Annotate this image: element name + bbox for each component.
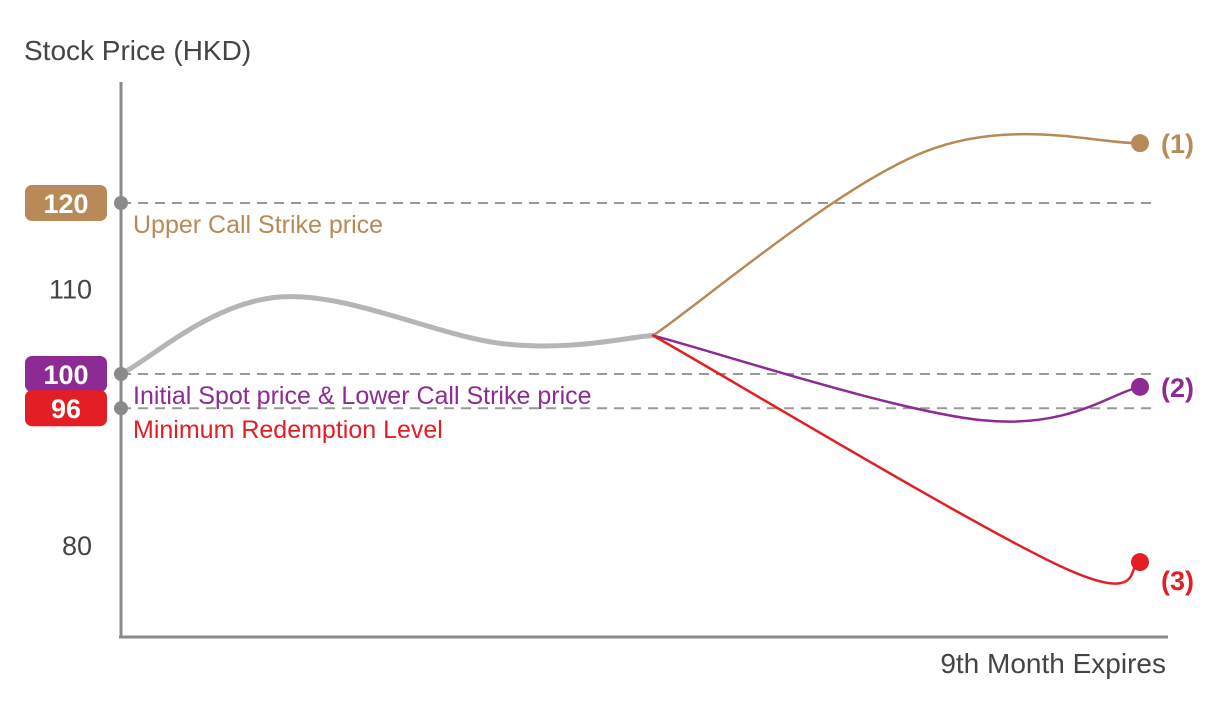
level-label-upper: Upper Call Strike price [133, 211, 383, 239]
series-line-scenario-3 [651, 334, 1142, 585]
series-line-scenario-1 [651, 132, 1142, 337]
level-badge-text-spot: 100 [43, 360, 88, 390]
y-tick-label: 80 [62, 531, 92, 561]
scenario-endpoint-1 [1131, 134, 1149, 153]
level-badge-minimum [25, 390, 107, 427]
scenario-marker-label-1: (1) [1161, 129, 1194, 159]
level-badge-spot [25, 356, 107, 392]
level-badge-text-upper: 120 [43, 189, 88, 219]
level-badge-upper [25, 185, 107, 221]
level-badge-text-minimum: 96 [51, 394, 81, 424]
level-label-spot: Initial Spot price & Lower Call Strike p… [133, 382, 592, 410]
scenario-marker-label-3: (3) [1161, 566, 1194, 596]
axis-dot-minimum [114, 401, 128, 416]
series-line-price-path [118, 294, 656, 377]
y-axis-title: Stock Price (HKD) [24, 35, 251, 66]
axis-dot-upper [114, 196, 128, 210]
scenario-marker-label-2: (2) [1161, 373, 1194, 403]
level-label-minimum: Minimum Redemption Level [133, 416, 443, 444]
scenario-endpoint-2 [1131, 377, 1149, 396]
y-tick-label: 110 [49, 275, 92, 305]
x-axis-title: 9th Month Expires [940, 648, 1166, 679]
series-line-scenario-2 [651, 334, 1142, 423]
scenario-endpoint-3 [1131, 553, 1149, 572]
axis-dot-spot [114, 367, 128, 381]
